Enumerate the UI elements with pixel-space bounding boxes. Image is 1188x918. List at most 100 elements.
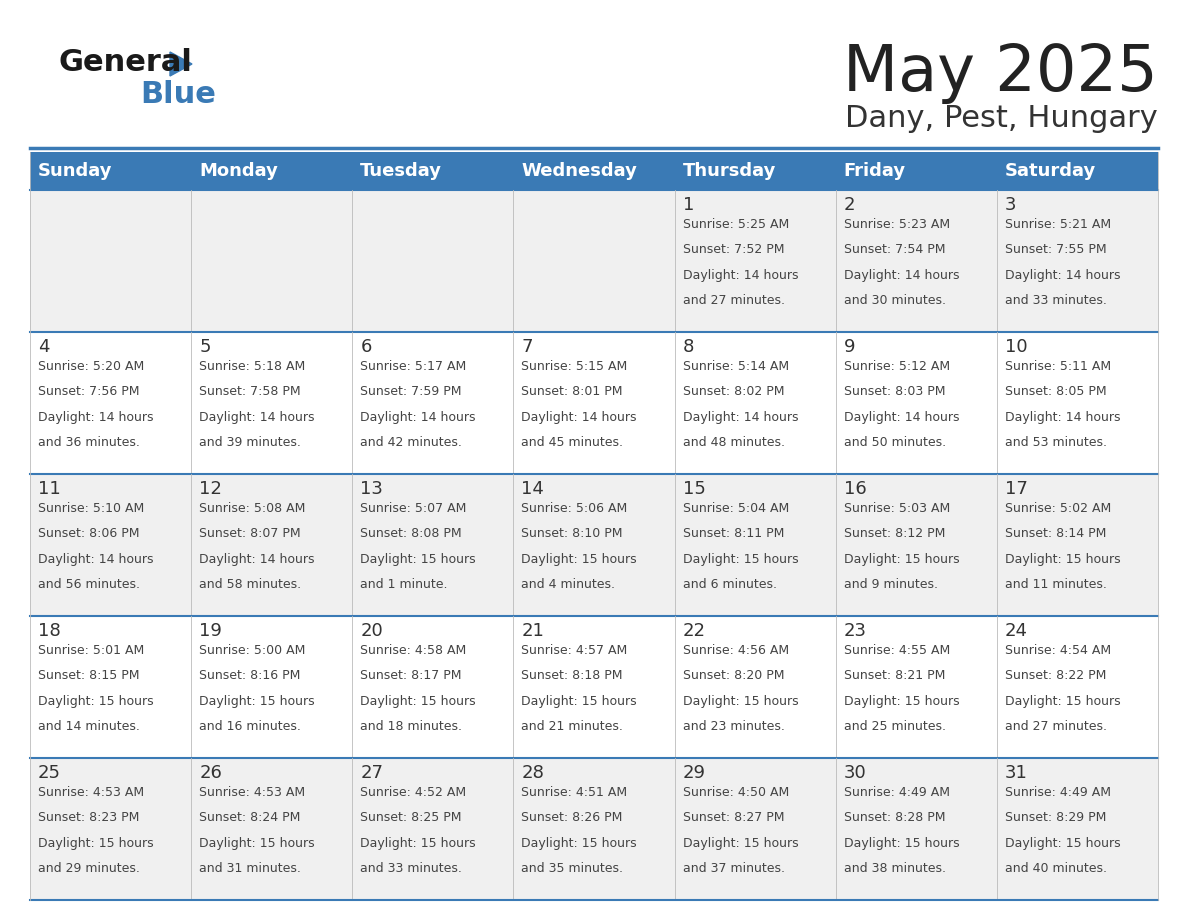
Text: 8: 8 [683, 338, 694, 356]
Text: and 21 minutes.: and 21 minutes. [522, 720, 624, 733]
Text: Daylight: 14 hours: Daylight: 14 hours [38, 553, 153, 565]
Bar [191, 152, 353, 190]
Text: and 1 minute.: and 1 minute. [360, 578, 448, 591]
Text: Daylight: 14 hours: Daylight: 14 hours [1005, 269, 1120, 282]
Text: Sunset: 7:52 PM: Sunset: 7:52 PM [683, 243, 784, 256]
Text: and 45 minutes.: and 45 minutes. [522, 436, 624, 449]
Polygon shape [170, 52, 192, 76]
Text: Sunrise: 5:11 AM: Sunrise: 5:11 AM [1005, 360, 1111, 373]
Text: Sunset: 8:17 PM: Sunset: 8:17 PM [360, 669, 462, 682]
Text: Daylight: 14 hours: Daylight: 14 hours [200, 410, 315, 424]
Text: 21: 21 [522, 622, 544, 640]
Text: Sunset: 8:15 PM: Sunset: 8:15 PM [38, 669, 139, 682]
Text: Sunrise: 5:07 AM: Sunrise: 5:07 AM [360, 502, 467, 515]
Bar [30, 474, 1158, 616]
Text: Sunrise: 4:56 AM: Sunrise: 4:56 AM [683, 644, 789, 657]
Text: 1: 1 [683, 196, 694, 214]
Text: Sunrise: 4:58 AM: Sunrise: 4:58 AM [360, 644, 467, 657]
Text: Sunrise: 5:04 AM: Sunrise: 5:04 AM [683, 502, 789, 515]
Text: 26: 26 [200, 764, 222, 782]
Text: Sunset: 8:06 PM: Sunset: 8:06 PM [38, 527, 139, 541]
Text: and 16 minutes.: and 16 minutes. [200, 720, 301, 733]
Text: and 27 minutes.: and 27 minutes. [1005, 720, 1107, 733]
Bar [30, 332, 1158, 474]
Text: Daylight: 15 hours: Daylight: 15 hours [200, 836, 315, 850]
Text: Sunrise: 5:06 AM: Sunrise: 5:06 AM [522, 502, 627, 515]
Text: and 18 minutes.: and 18 minutes. [360, 720, 462, 733]
Text: Sunrise: 5:23 AM: Sunrise: 5:23 AM [843, 218, 950, 231]
Text: Sunday: Sunday [38, 162, 113, 180]
Text: Sunset: 8:26 PM: Sunset: 8:26 PM [522, 812, 623, 824]
Text: Sunrise: 5:01 AM: Sunrise: 5:01 AM [38, 644, 144, 657]
Text: 6: 6 [360, 338, 372, 356]
Text: Sunset: 7:54 PM: Sunset: 7:54 PM [843, 243, 946, 256]
Text: Sunset: 8:03 PM: Sunset: 8:03 PM [843, 386, 946, 398]
Bar [353, 152, 513, 190]
Text: 28: 28 [522, 764, 544, 782]
Bar [997, 152, 1158, 190]
Text: Sunset: 8:28 PM: Sunset: 8:28 PM [843, 812, 946, 824]
Text: Daylight: 15 hours: Daylight: 15 hours [1005, 695, 1120, 708]
Text: and 58 minutes.: and 58 minutes. [200, 578, 302, 591]
Text: and 30 minutes.: and 30 minutes. [843, 294, 946, 308]
Text: and 39 minutes.: and 39 minutes. [200, 436, 301, 449]
Text: Sunrise: 5:20 AM: Sunrise: 5:20 AM [38, 360, 144, 373]
Text: Sunrise: 5:17 AM: Sunrise: 5:17 AM [360, 360, 467, 373]
Text: 13: 13 [360, 480, 384, 498]
Text: Daylight: 14 hours: Daylight: 14 hours [683, 269, 798, 282]
Text: and 11 minutes.: and 11 minutes. [1005, 578, 1107, 591]
Text: 24: 24 [1005, 622, 1028, 640]
Text: Sunset: 8:20 PM: Sunset: 8:20 PM [683, 669, 784, 682]
Text: 4: 4 [38, 338, 50, 356]
Text: Daylight: 15 hours: Daylight: 15 hours [1005, 553, 1120, 565]
Bar [513, 152, 675, 190]
Text: Sunrise: 5:14 AM: Sunrise: 5:14 AM [683, 360, 789, 373]
Text: Sunset: 8:12 PM: Sunset: 8:12 PM [843, 527, 946, 541]
Text: Daylight: 14 hours: Daylight: 14 hours [843, 410, 959, 424]
Text: Daylight: 15 hours: Daylight: 15 hours [522, 695, 637, 708]
Text: and 50 minutes.: and 50 minutes. [843, 436, 946, 449]
Text: Daylight: 15 hours: Daylight: 15 hours [360, 695, 476, 708]
Text: Sunrise: 5:25 AM: Sunrise: 5:25 AM [683, 218, 789, 231]
Text: Sunset: 8:22 PM: Sunset: 8:22 PM [1005, 669, 1106, 682]
Text: Tuesday: Tuesday [360, 162, 442, 180]
Text: and 56 minutes.: and 56 minutes. [38, 578, 140, 591]
Text: Daylight: 14 hours: Daylight: 14 hours [1005, 410, 1120, 424]
Text: Daylight: 15 hours: Daylight: 15 hours [522, 553, 637, 565]
Text: Daylight: 15 hours: Daylight: 15 hours [683, 695, 798, 708]
Text: Sunset: 8:11 PM: Sunset: 8:11 PM [683, 527, 784, 541]
Text: Sunrise: 4:57 AM: Sunrise: 4:57 AM [522, 644, 627, 657]
Text: Daylight: 15 hours: Daylight: 15 hours [38, 695, 153, 708]
Text: 3: 3 [1005, 196, 1017, 214]
Text: 10: 10 [1005, 338, 1028, 356]
Text: Sunset: 7:56 PM: Sunset: 7:56 PM [38, 386, 139, 398]
Bar [30, 152, 191, 190]
Text: Sunset: 8:25 PM: Sunset: 8:25 PM [360, 812, 462, 824]
Text: Daylight: 15 hours: Daylight: 15 hours [683, 836, 798, 850]
Text: 19: 19 [200, 622, 222, 640]
Text: Sunset: 8:14 PM: Sunset: 8:14 PM [1005, 527, 1106, 541]
Bar [30, 758, 1158, 900]
Text: Sunset: 7:59 PM: Sunset: 7:59 PM [360, 386, 462, 398]
Text: Sunrise: 5:15 AM: Sunrise: 5:15 AM [522, 360, 627, 373]
Text: Daylight: 15 hours: Daylight: 15 hours [843, 553, 960, 565]
Text: Sunrise: 5:08 AM: Sunrise: 5:08 AM [200, 502, 305, 515]
Text: Sunrise: 4:53 AM: Sunrise: 4:53 AM [38, 786, 144, 799]
Text: 5: 5 [200, 338, 210, 356]
Text: Daylight: 15 hours: Daylight: 15 hours [843, 695, 960, 708]
Text: Sunset: 8:18 PM: Sunset: 8:18 PM [522, 669, 623, 682]
Text: and 33 minutes.: and 33 minutes. [360, 862, 462, 875]
Text: Sunrise: 5:03 AM: Sunrise: 5:03 AM [843, 502, 950, 515]
Text: 9: 9 [843, 338, 855, 356]
Text: Sunrise: 4:52 AM: Sunrise: 4:52 AM [360, 786, 467, 799]
Text: 20: 20 [360, 622, 383, 640]
Text: Sunrise: 4:50 AM: Sunrise: 4:50 AM [683, 786, 789, 799]
Text: Sunset: 7:58 PM: Sunset: 7:58 PM [200, 386, 301, 398]
Text: Sunset: 8:23 PM: Sunset: 8:23 PM [38, 812, 139, 824]
Text: Sunset: 7:55 PM: Sunset: 7:55 PM [1005, 243, 1106, 256]
Text: Daylight: 15 hours: Daylight: 15 hours [360, 553, 476, 565]
Text: Daylight: 14 hours: Daylight: 14 hours [843, 269, 959, 282]
Text: Sunset: 8:05 PM: Sunset: 8:05 PM [1005, 386, 1106, 398]
Text: Daylight: 14 hours: Daylight: 14 hours [683, 410, 798, 424]
Text: Daylight: 14 hours: Daylight: 14 hours [522, 410, 637, 424]
